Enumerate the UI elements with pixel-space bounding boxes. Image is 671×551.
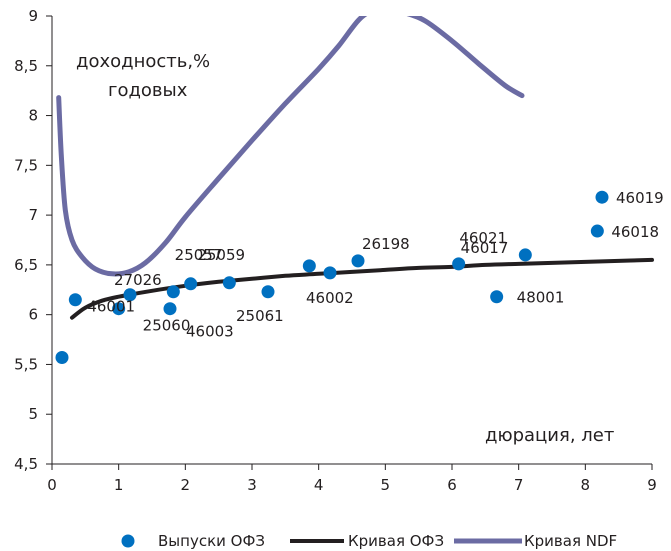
ofz-issue-point bbox=[184, 277, 198, 291]
y-tick-label: 7 bbox=[28, 206, 38, 224]
x-tick-label: 7 bbox=[514, 476, 524, 494]
x-tick-label: 8 bbox=[581, 476, 591, 494]
y-tick-label: 4,5 bbox=[14, 455, 38, 473]
ofz-issue-point bbox=[68, 293, 82, 307]
ofz-issue-point bbox=[261, 285, 275, 299]
ofz-issue-point bbox=[302, 259, 316, 273]
x-tick-label: 9 bbox=[647, 476, 657, 494]
y-tick-label: 9 bbox=[28, 7, 38, 25]
ofz-issue-point bbox=[123, 288, 137, 302]
x-tick-label: 6 bbox=[447, 476, 457, 494]
ofz-issue-point bbox=[222, 276, 236, 290]
x-tick-label: 4 bbox=[314, 476, 324, 494]
y-tick-label: 5 bbox=[28, 405, 38, 423]
ofz-issue-point bbox=[55, 350, 69, 364]
x-tick-label: 1 bbox=[114, 476, 124, 494]
ofz-issue-point bbox=[595, 190, 609, 204]
point-label: 26198 bbox=[362, 235, 410, 253]
x-tick-label: 2 bbox=[181, 476, 191, 494]
ofz-issue-point bbox=[452, 257, 466, 271]
y-tick-label: 5,5 bbox=[14, 355, 38, 373]
point-label: 25060 bbox=[143, 317, 191, 335]
ofz-issue-point bbox=[518, 248, 532, 262]
point-label: 25059 bbox=[197, 246, 245, 264]
ofz-curve-line bbox=[70, 257, 654, 320]
x-axis-ticks: 0 1 2 3 4 5 6 7 8 9 bbox=[47, 464, 657, 494]
x-tick-label: 3 bbox=[247, 476, 257, 494]
ofz-issue-point bbox=[323, 266, 337, 280]
y-tick-label: 8 bbox=[28, 107, 38, 125]
ylabel-line2: годовых bbox=[108, 80, 188, 101]
legend: Выпуски ОФЗ Кривая ОФЗ Кривая NDF bbox=[121, 532, 617, 550]
legend-label-ofz-curve: Кривая ОФЗ bbox=[348, 532, 444, 550]
y-tick-label: 6,5 bbox=[14, 256, 38, 274]
point-label: 25061 bbox=[236, 307, 284, 325]
ofz-issue-point bbox=[590, 224, 604, 238]
ofz-issue-point bbox=[166, 285, 180, 299]
point-label: 46018 bbox=[611, 223, 659, 241]
x-tick-label: 5 bbox=[381, 476, 391, 494]
y-axis-ticks: 4,5 5 5,5 6 6,5 7 7,5 8 8,5 9 bbox=[14, 7, 52, 473]
point-label: 46002 bbox=[306, 289, 354, 307]
y-tick-label: 8,5 bbox=[14, 57, 38, 75]
y-tick-label: 6 bbox=[28, 306, 38, 324]
ofz-curve-layer bbox=[70, 257, 654, 320]
point-label: 46021 bbox=[459, 229, 507, 247]
point-label: 46019 bbox=[616, 189, 664, 207]
xlabel: дюрация, лет bbox=[485, 425, 614, 446]
point-label: 46017 bbox=[461, 239, 509, 257]
point-label: 27026 bbox=[114, 271, 162, 289]
ylabel-line1: доходность,% bbox=[76, 51, 210, 72]
ndf-curve-layer bbox=[56, 16, 525, 277]
ofz-issue-point bbox=[490, 290, 504, 304]
point-label: 48001 bbox=[517, 289, 565, 307]
ofz-issue-point bbox=[163, 302, 177, 316]
point-label: 46001 bbox=[87, 298, 135, 316]
legend-label-ofz-issues: Выпуски ОФЗ bbox=[158, 532, 265, 550]
legend-label-ndf-curve: Кривая NDF bbox=[524, 532, 617, 550]
ofz-issues-points bbox=[55, 190, 609, 364]
ofz-issue-point bbox=[351, 254, 365, 268]
y-tick-label: 7,5 bbox=[14, 156, 38, 174]
ndf-curve-line bbox=[56, 16, 525, 277]
point-label: 25057 bbox=[175, 246, 223, 264]
ofz-issue-point bbox=[112, 302, 126, 316]
legend-marker-ofz-issues bbox=[121, 534, 135, 548]
x-tick-label: 0 bbox=[47, 476, 57, 494]
point-label: 46003 bbox=[186, 323, 234, 341]
